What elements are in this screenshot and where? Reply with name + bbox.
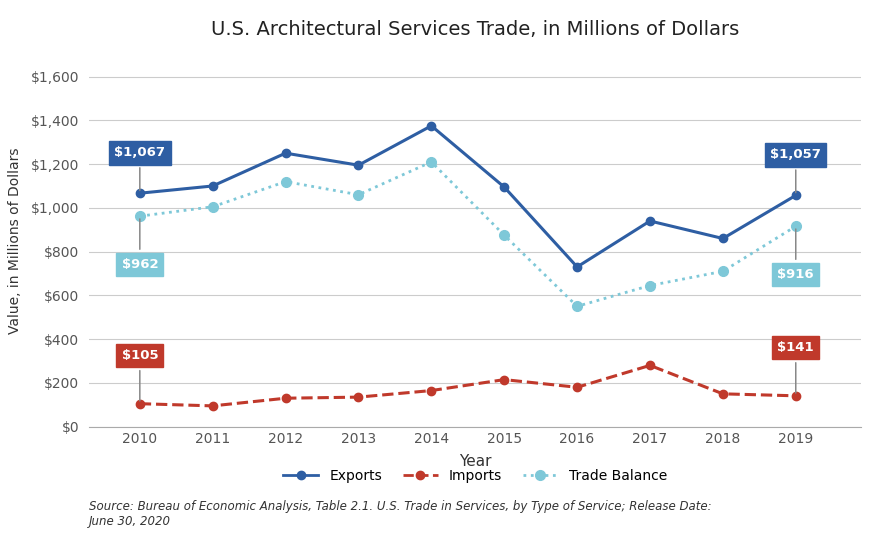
Exports bbox=[499, 184, 510, 190]
Trade Balance bbox=[718, 268, 728, 275]
Trade Balance bbox=[645, 282, 655, 289]
Exports bbox=[645, 218, 655, 224]
Trade Balance bbox=[572, 303, 583, 310]
Exports bbox=[790, 192, 801, 199]
Imports bbox=[718, 391, 728, 397]
X-axis label: Year: Year bbox=[459, 454, 491, 469]
Exports bbox=[134, 190, 145, 196]
Line: Imports: Imports bbox=[136, 361, 800, 410]
Exports bbox=[353, 162, 364, 168]
Trade Balance bbox=[426, 159, 437, 165]
Imports bbox=[645, 362, 655, 369]
Imports bbox=[208, 403, 218, 409]
Line: Trade Balance: Trade Balance bbox=[135, 157, 801, 311]
Line: Exports: Exports bbox=[136, 121, 800, 271]
Exports bbox=[572, 264, 583, 270]
Trade Balance bbox=[134, 213, 145, 219]
Trade Balance bbox=[281, 178, 291, 185]
Y-axis label: Value, in Millions of Dollars: Value, in Millions of Dollars bbox=[8, 148, 22, 334]
Title: U.S. Architectural Services Trade, in Millions of Dollars: U.S. Architectural Services Trade, in Mi… bbox=[211, 20, 739, 39]
Legend: Exports, Imports, Trade Balance: Exports, Imports, Trade Balance bbox=[278, 463, 672, 488]
Imports bbox=[426, 387, 437, 394]
Imports bbox=[281, 395, 291, 401]
Trade Balance bbox=[353, 191, 364, 198]
Text: Source: Bureau of Economic Analysis, Table 2.1. U.S. Trade in Services, by Type : Source: Bureau of Economic Analysis, Tab… bbox=[89, 500, 711, 528]
Exports bbox=[426, 123, 437, 129]
Text: $141: $141 bbox=[778, 341, 814, 393]
Imports bbox=[572, 384, 583, 391]
Text: $962: $962 bbox=[122, 219, 158, 271]
Imports bbox=[134, 400, 145, 407]
Text: $105: $105 bbox=[122, 349, 158, 401]
Text: $916: $916 bbox=[778, 229, 814, 281]
Text: $1,057: $1,057 bbox=[770, 148, 821, 193]
Exports bbox=[208, 183, 218, 189]
Imports bbox=[353, 394, 364, 400]
Trade Balance bbox=[499, 232, 510, 238]
Exports bbox=[281, 150, 291, 156]
Imports bbox=[790, 393, 801, 399]
Trade Balance bbox=[790, 223, 801, 230]
Imports bbox=[499, 376, 510, 383]
Exports bbox=[718, 235, 728, 242]
Trade Balance bbox=[208, 203, 218, 210]
Text: $1,067: $1,067 bbox=[115, 146, 165, 190]
